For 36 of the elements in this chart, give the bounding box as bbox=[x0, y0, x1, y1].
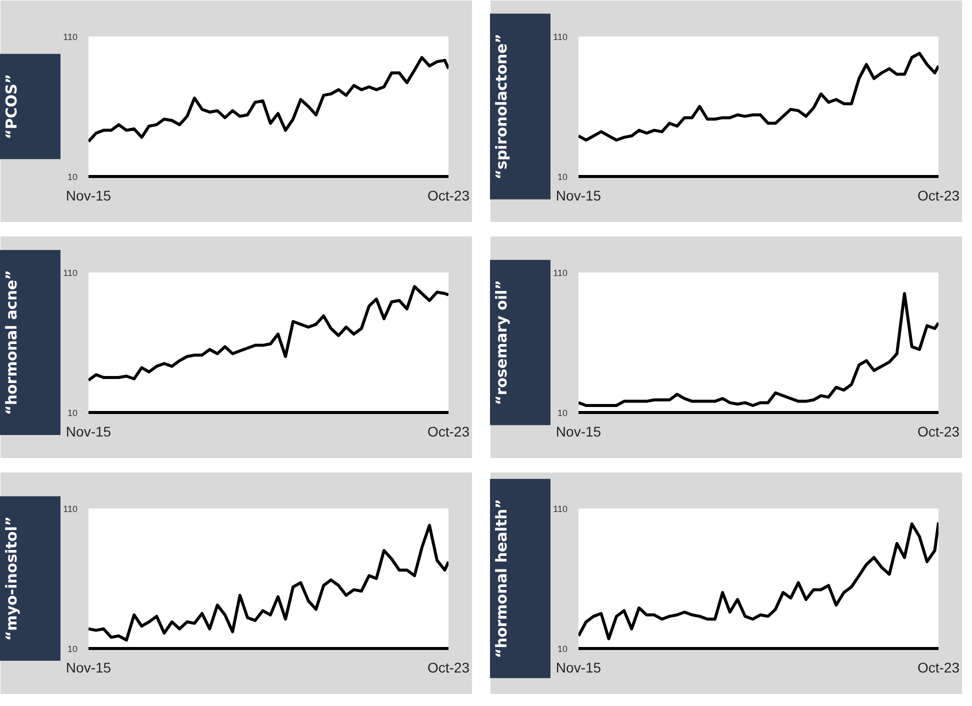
x-tick-label: Nov-15 bbox=[66, 188, 112, 204]
x-tick-label: Nov-15 bbox=[556, 660, 602, 676]
y-tick-label: 110 bbox=[553, 32, 568, 42]
x-tick-label: Oct-23 bbox=[427, 424, 470, 440]
x-tick-label: Nov-15 bbox=[556, 424, 602, 440]
x-tick-label: Oct-23 bbox=[427, 188, 470, 204]
text: “rosemary oil” bbox=[492, 280, 510, 406]
line-series bbox=[578, 521, 938, 640]
x-tick-label: Oct-23 bbox=[427, 660, 470, 676]
text: “myo-inositol” bbox=[2, 516, 20, 641]
y-tick-label: 110 bbox=[63, 32, 78, 42]
line-series bbox=[578, 52, 938, 142]
y-tick-label: 10 bbox=[557, 644, 568, 654]
text: “hormonal acne” bbox=[2, 270, 20, 416]
y-tick-label: 10 bbox=[557, 172, 568, 182]
y-tick-label: 10 bbox=[67, 172, 78, 182]
line-series bbox=[88, 285, 448, 382]
line-series bbox=[88, 56, 448, 143]
y-tick-label: 10 bbox=[67, 408, 78, 418]
line-series bbox=[88, 524, 448, 642]
y-tick-label: 110 bbox=[63, 268, 78, 278]
y-tick-label: 110 bbox=[553, 504, 568, 514]
x-tick-label: Oct-23 bbox=[917, 188, 960, 204]
y-tick-label: 110 bbox=[63, 504, 78, 514]
text: “spironolactone” bbox=[492, 34, 510, 180]
text: “hormonal health” bbox=[492, 498, 510, 658]
y-tick-label: 10 bbox=[67, 644, 78, 654]
y-tick-label: 110 bbox=[553, 268, 568, 278]
line-series bbox=[578, 292, 938, 407]
text: “PCOS” bbox=[2, 74, 20, 140]
y-tick-label: 10 bbox=[557, 408, 568, 418]
x-tick-label: Nov-15 bbox=[556, 188, 602, 204]
x-tick-label: Nov-15 bbox=[66, 660, 112, 676]
x-tick-label: Oct-23 bbox=[917, 424, 960, 440]
x-tick-label: Oct-23 bbox=[917, 660, 960, 676]
x-tick-label: Nov-15 bbox=[66, 424, 112, 440]
